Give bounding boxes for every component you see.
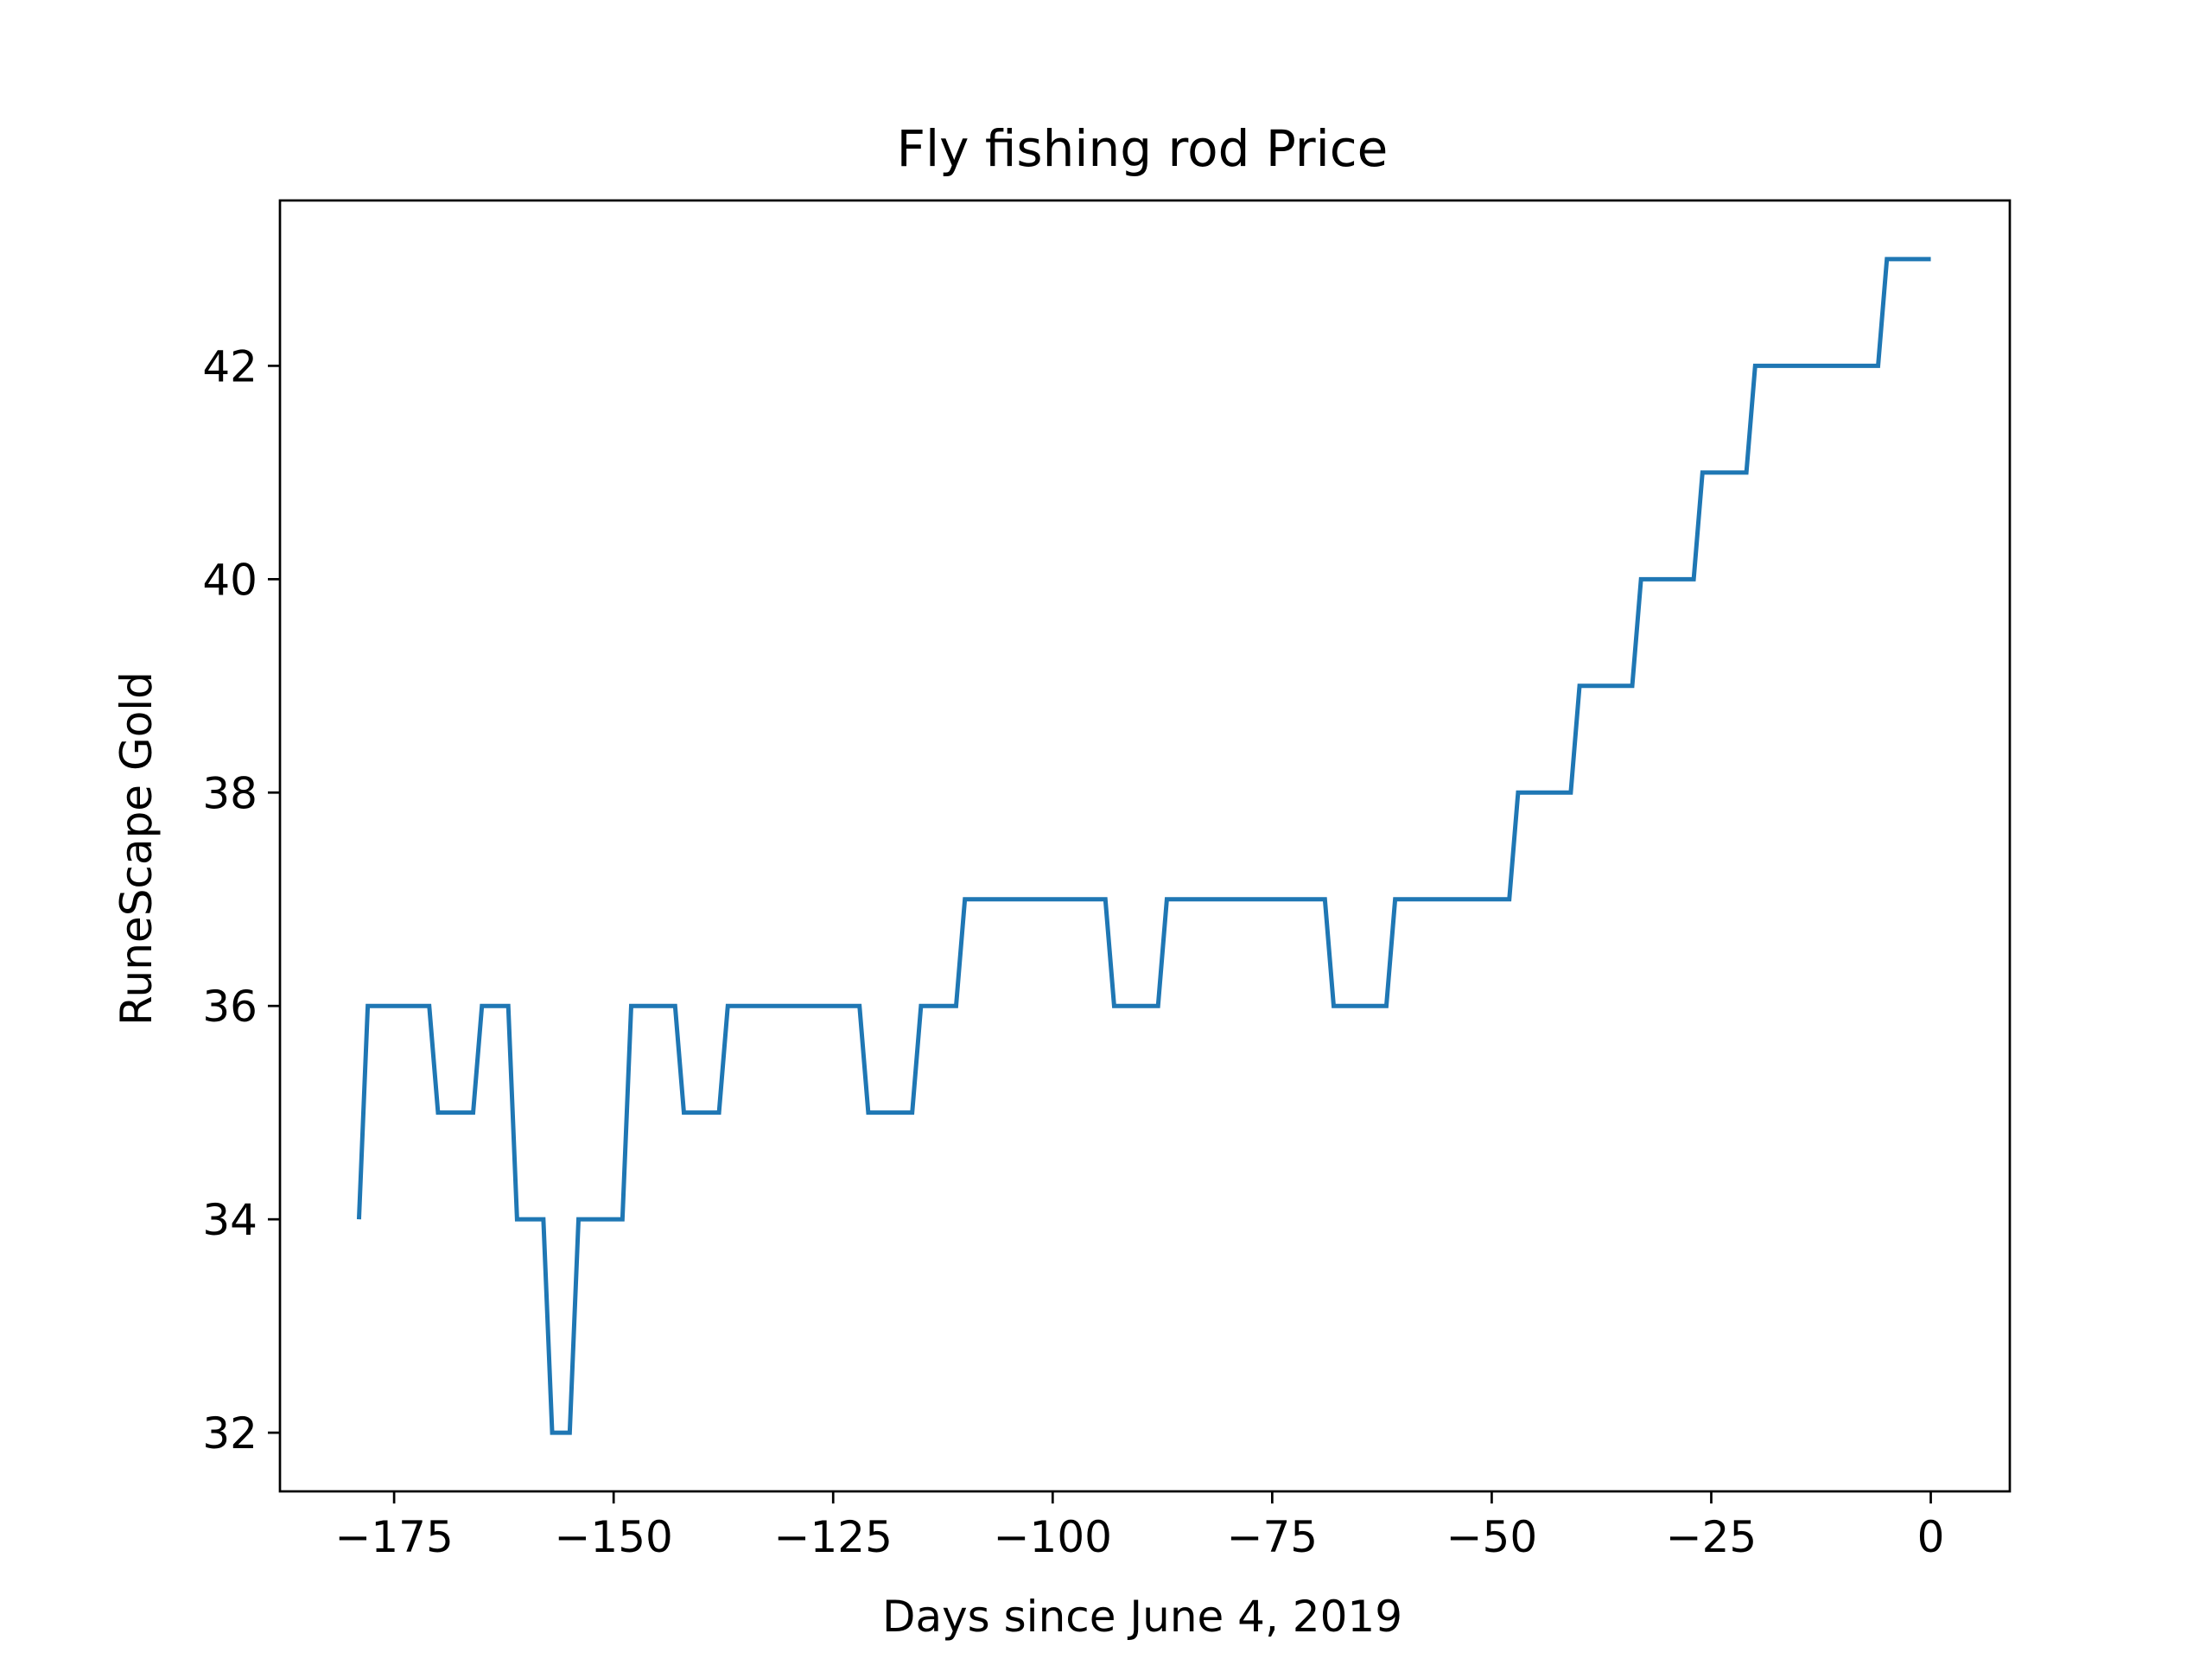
x-axis-ticks: −175 −150 −125 −100 −75 −50 −25 0	[334, 1491, 1944, 1562]
x-tick-label: −150	[555, 1512, 673, 1562]
y-axis-ticks: 32 34 36 38 40 42	[202, 341, 280, 1459]
series-line-0	[356, 257, 1931, 1435]
y-axis-label: RuneScape Gold	[111, 671, 162, 1026]
x-tick-label: −100	[994, 1512, 1112, 1562]
x-axis-label: Days since June 4, 2019	[882, 1592, 1402, 1642]
chart-title: Fly fishing rod Price	[897, 119, 1389, 178]
x-tick-label: −175	[334, 1512, 453, 1562]
x-tick-label: −125	[774, 1512, 893, 1562]
y-tick-label: 38	[202, 768, 257, 818]
y-tick-label: 36	[202, 982, 257, 1032]
y-tick-label: 32	[202, 1408, 257, 1459]
plot-area	[278, 199, 2012, 1493]
y-tick-label: 40	[202, 555, 257, 605]
y-tick-label: 34	[202, 1195, 257, 1245]
x-tick-label: 0	[1917, 1512, 1945, 1562]
x-tick-label: −50	[1446, 1512, 1538, 1562]
x-tick-label: −75	[1227, 1512, 1319, 1562]
y-tick-label: 42	[202, 341, 257, 391]
x-tick-label: −25	[1666, 1512, 1758, 1562]
plot-frame	[278, 199, 2012, 1493]
